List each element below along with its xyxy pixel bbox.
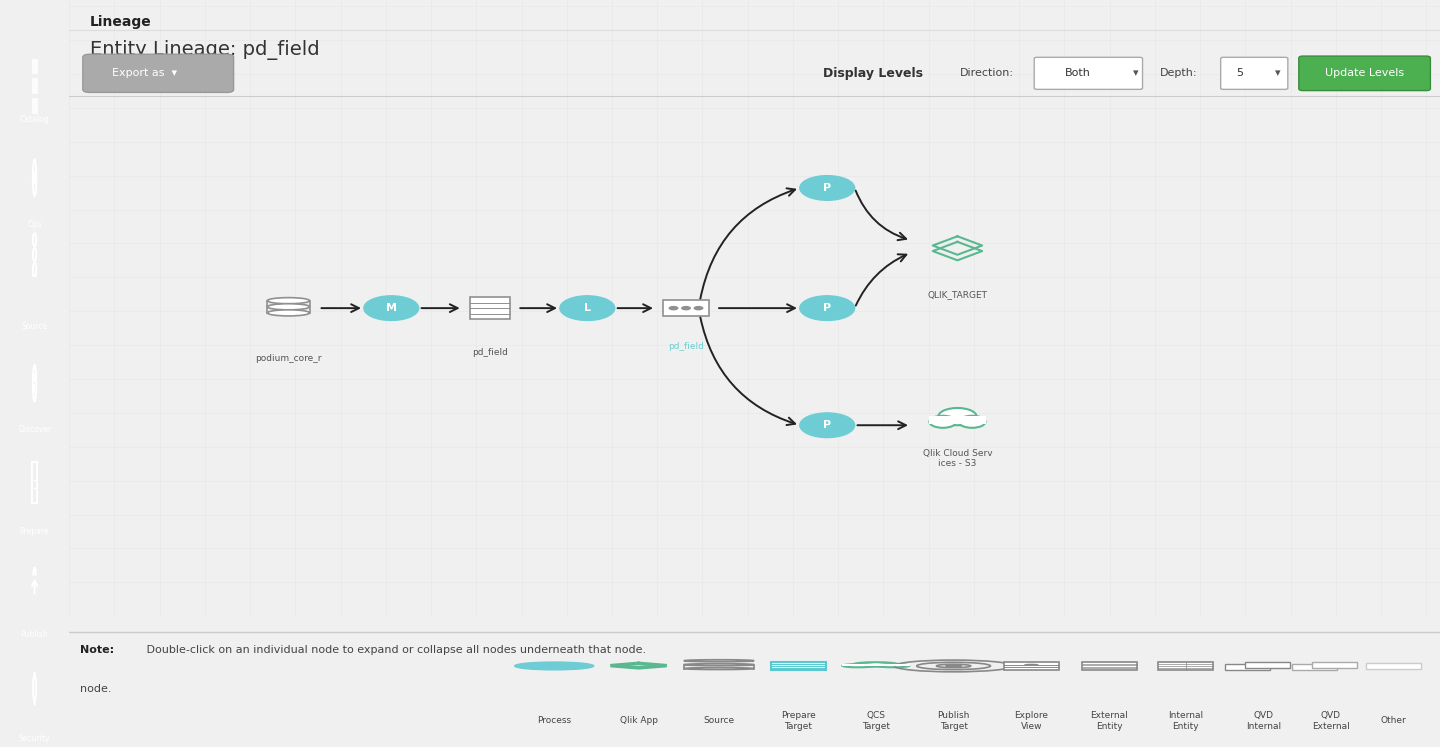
Text: Publish
Target: Publish Target <box>937 711 969 731</box>
Circle shape <box>799 413 854 438</box>
Text: P: P <box>824 183 831 193</box>
FancyBboxPatch shape <box>662 300 708 316</box>
Text: Source: Source <box>703 716 734 725</box>
FancyBboxPatch shape <box>770 663 825 669</box>
Text: Discover: Discover <box>17 425 52 434</box>
Text: Internal
Entity: Internal Entity <box>1168 711 1204 731</box>
Text: P: P <box>824 303 831 313</box>
FancyBboxPatch shape <box>1081 662 1136 670</box>
Circle shape <box>1024 664 1038 666</box>
Text: pd_field: pd_field <box>472 348 508 357</box>
Circle shape <box>668 306 678 311</box>
Text: Ops: Ops <box>27 220 42 229</box>
Text: Qlik App: Qlik App <box>619 716 658 725</box>
Circle shape <box>854 663 899 666</box>
Text: Security: Security <box>19 734 50 743</box>
FancyBboxPatch shape <box>1221 58 1287 90</box>
Circle shape <box>364 296 419 320</box>
Text: Source: Source <box>22 322 48 331</box>
Text: M: M <box>386 303 397 313</box>
Text: Prepare
Target: Prepare Target <box>780 711 815 731</box>
Text: Note:: Note: <box>79 645 114 655</box>
FancyBboxPatch shape <box>1004 663 1058 669</box>
Ellipse shape <box>268 297 310 304</box>
Circle shape <box>799 176 854 200</box>
Circle shape <box>560 296 615 320</box>
Text: QVD
Internal: QVD Internal <box>1246 711 1282 731</box>
Text: Lineage: Lineage <box>89 16 151 29</box>
Text: Publish: Publish <box>20 630 49 639</box>
Text: Process: Process <box>537 716 572 725</box>
Circle shape <box>939 408 976 425</box>
Text: ▾: ▾ <box>1276 68 1282 78</box>
Text: Prepare: Prepare <box>20 527 49 536</box>
Text: L: L <box>583 303 590 313</box>
Ellipse shape <box>268 310 310 316</box>
Text: Double-click on an individual node to expand or collapse all nodes underneath th: Double-click on an individual node to ex… <box>143 645 647 655</box>
Circle shape <box>842 664 874 667</box>
Text: QVD
External: QVD External <box>1312 711 1349 731</box>
Text: pd_field: pd_field <box>668 342 704 351</box>
FancyBboxPatch shape <box>1299 56 1430 90</box>
Text: podium_core_r: podium_core_r <box>255 354 321 363</box>
Circle shape <box>929 416 956 428</box>
Text: Direction:: Direction: <box>960 68 1014 78</box>
FancyBboxPatch shape <box>1225 664 1270 670</box>
Text: Qlik Cloud Serv
ices - S3: Qlik Cloud Serv ices - S3 <box>923 449 992 468</box>
Circle shape <box>514 662 593 670</box>
Text: Entity Lineage: pd_field: Entity Lineage: pd_field <box>89 40 320 60</box>
Text: QLIK_TARGET: QLIK_TARGET <box>927 290 988 299</box>
Text: Both: Both <box>1064 68 1090 78</box>
Text: Catalog: Catalog <box>20 115 49 124</box>
Circle shape <box>877 664 910 667</box>
Circle shape <box>694 306 704 311</box>
FancyBboxPatch shape <box>842 664 910 666</box>
Text: 5: 5 <box>1236 68 1243 78</box>
Circle shape <box>799 296 854 320</box>
Text: Depth:: Depth: <box>1161 68 1198 78</box>
Text: Other: Other <box>1381 716 1407 725</box>
FancyBboxPatch shape <box>929 416 986 424</box>
Text: QCS
Target: QCS Target <box>861 711 890 731</box>
Circle shape <box>946 665 962 667</box>
Text: External
Entity: External Entity <box>1090 711 1128 731</box>
FancyBboxPatch shape <box>471 297 510 319</box>
Text: Update Levels: Update Levels <box>1325 68 1404 78</box>
FancyBboxPatch shape <box>1292 664 1338 670</box>
FancyBboxPatch shape <box>84 55 233 93</box>
FancyBboxPatch shape <box>1367 663 1421 669</box>
Text: P: P <box>824 421 831 430</box>
Text: ▾: ▾ <box>1133 68 1139 78</box>
FancyBboxPatch shape <box>1246 663 1290 669</box>
Ellipse shape <box>268 304 310 310</box>
FancyBboxPatch shape <box>1158 662 1212 670</box>
Text: Export as  ▾: Export as ▾ <box>112 68 177 78</box>
Text: Display Levels: Display Levels <box>824 66 923 80</box>
FancyBboxPatch shape <box>1034 58 1142 90</box>
Circle shape <box>681 306 691 311</box>
Text: Explore
View: Explore View <box>1014 711 1048 731</box>
Text: node.: node. <box>79 684 111 694</box>
Circle shape <box>959 416 985 428</box>
FancyBboxPatch shape <box>1312 663 1358 669</box>
